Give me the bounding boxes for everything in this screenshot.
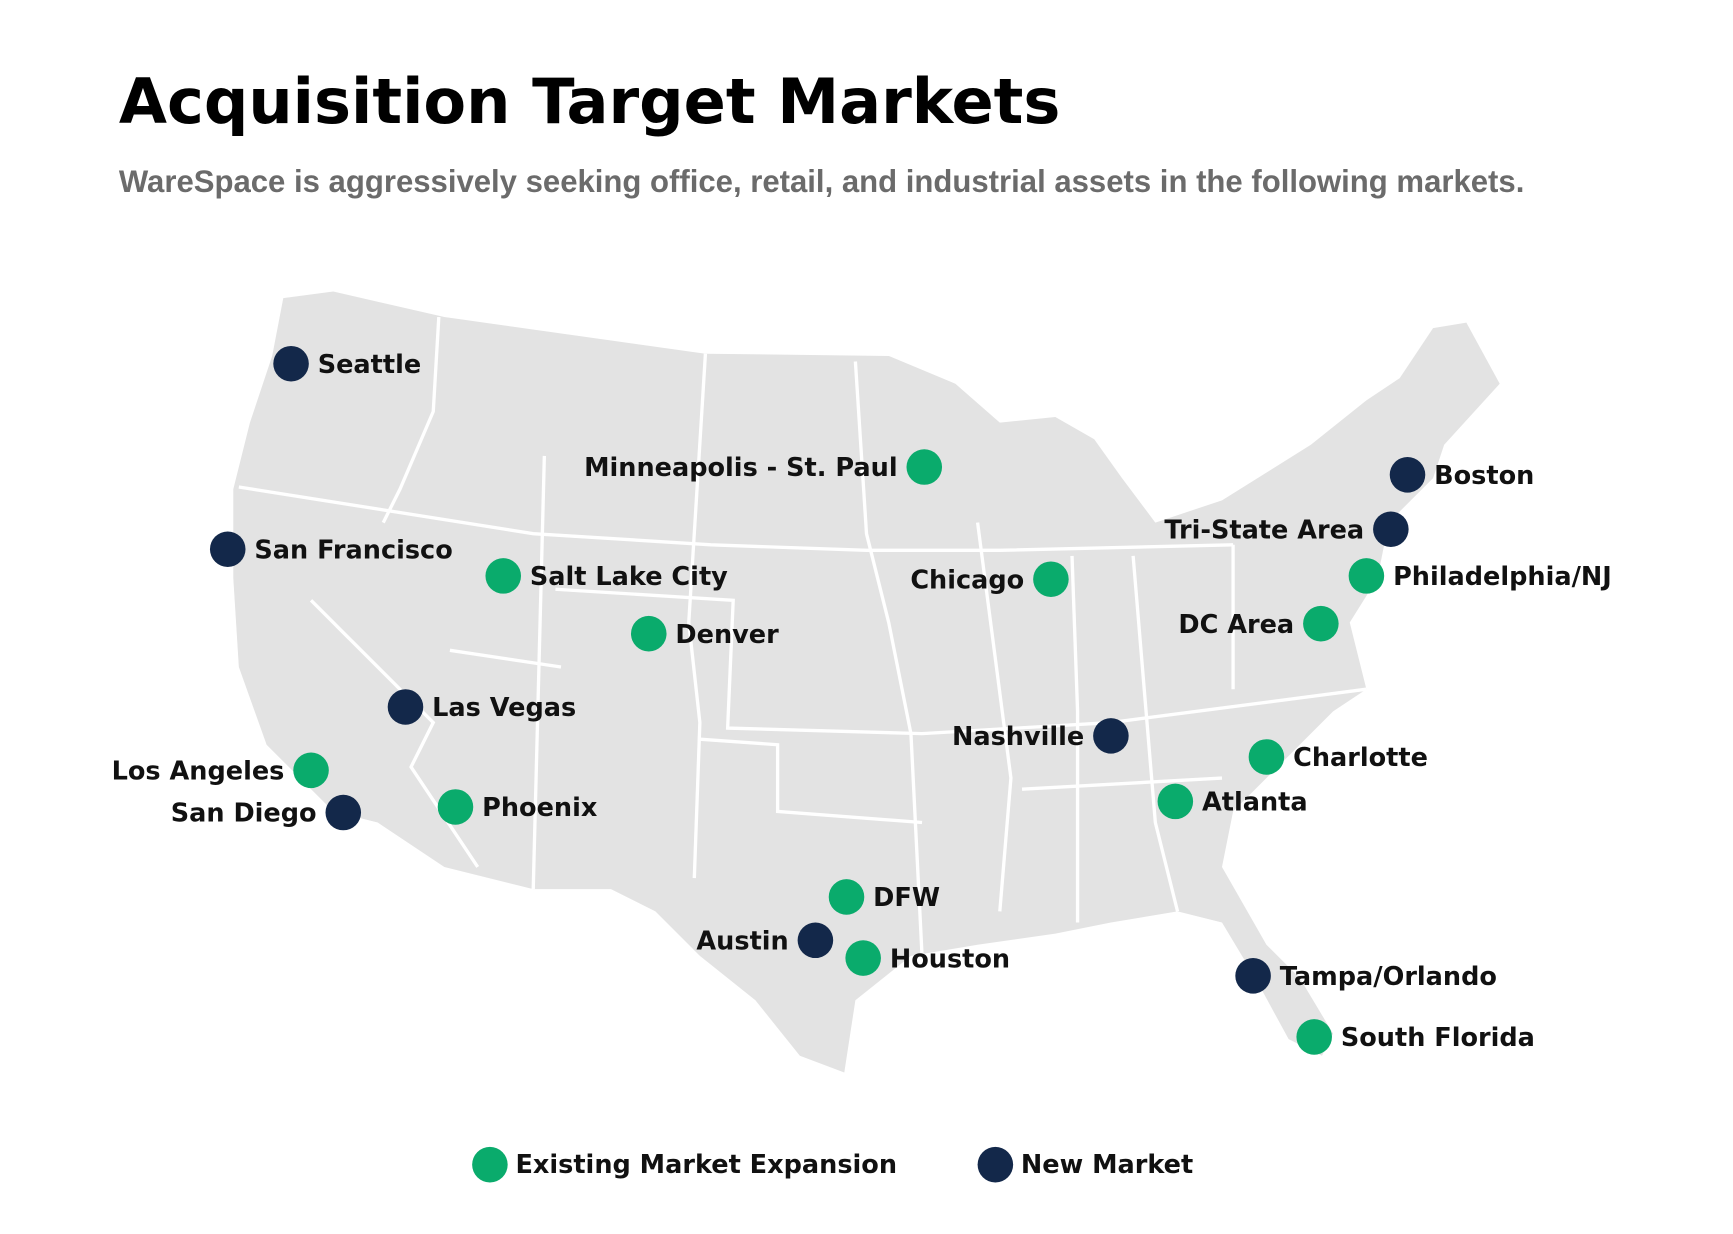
market-label: DFW xyxy=(873,883,940,913)
market-label: Tri-State Area xyxy=(1164,515,1364,545)
market-dot xyxy=(293,752,329,789)
market-label: Austin xyxy=(696,926,788,956)
market-label: Phoenix xyxy=(482,793,598,823)
market-label: Atlanta xyxy=(1202,788,1308,818)
market-label: South Florida xyxy=(1341,1023,1535,1053)
us-map xyxy=(233,291,1500,1073)
market-label: Boston xyxy=(1434,461,1534,491)
legend-label: New Market xyxy=(1021,1150,1193,1180)
market-label: Nashville xyxy=(952,722,1084,752)
market-dot xyxy=(1157,783,1194,820)
market-dot xyxy=(828,879,865,915)
title: Acquisition Target Markets xyxy=(119,65,1061,138)
market-label: San Diego xyxy=(171,799,317,829)
subtitle: WareSpace is aggressively seeking office… xyxy=(119,164,1524,199)
market-label: Salt Lake City xyxy=(530,562,728,592)
legend: Existing Market Expansion New Market xyxy=(472,1146,1193,1183)
market-dot xyxy=(387,689,424,725)
market-dot xyxy=(1248,739,1285,775)
markers: Minneapolis - St. Paul Salt Lake City Denv… xyxy=(112,345,1612,1055)
market-dot xyxy=(1389,457,1426,493)
market-label: Minneapolis - St. Paul xyxy=(584,453,898,483)
market-label: Philadelphia/NJ xyxy=(1393,562,1612,592)
legend-swatch xyxy=(472,1146,508,1183)
legend-swatch xyxy=(977,1146,1014,1183)
market-dot xyxy=(1373,511,1409,548)
market-label: Denver xyxy=(675,620,779,650)
market-dot xyxy=(630,615,667,652)
market-label: Los Angeles xyxy=(112,757,285,787)
legend-label: Existing Market Expansion xyxy=(515,1150,897,1180)
us-outline xyxy=(233,291,1500,1073)
market-dot xyxy=(1235,958,1271,994)
market-label: San Francisco xyxy=(254,535,452,565)
market-dot xyxy=(437,789,474,825)
market-label: Houston xyxy=(890,944,1010,974)
market-label: DC Area xyxy=(1178,610,1294,640)
market-dot xyxy=(325,794,362,831)
market-dot xyxy=(1033,561,1069,598)
market-dot xyxy=(273,345,309,382)
market-dot xyxy=(797,922,834,959)
market-dot xyxy=(209,531,246,568)
market-dot xyxy=(1093,718,1129,754)
market-label: Tampa/Orlando xyxy=(1280,962,1497,992)
market-label: Charlotte xyxy=(1293,743,1428,773)
market-dot xyxy=(1296,1019,1332,1055)
market-label: Las Vegas xyxy=(432,693,576,723)
state-lines xyxy=(238,316,1367,956)
market-dot xyxy=(1348,558,1385,594)
market-dot xyxy=(485,558,522,594)
market-dot xyxy=(906,449,943,485)
market-dot xyxy=(1303,605,1339,642)
market-label: Seattle xyxy=(318,350,421,380)
market-label: Chicago xyxy=(910,565,1024,595)
market-dot xyxy=(845,940,881,976)
